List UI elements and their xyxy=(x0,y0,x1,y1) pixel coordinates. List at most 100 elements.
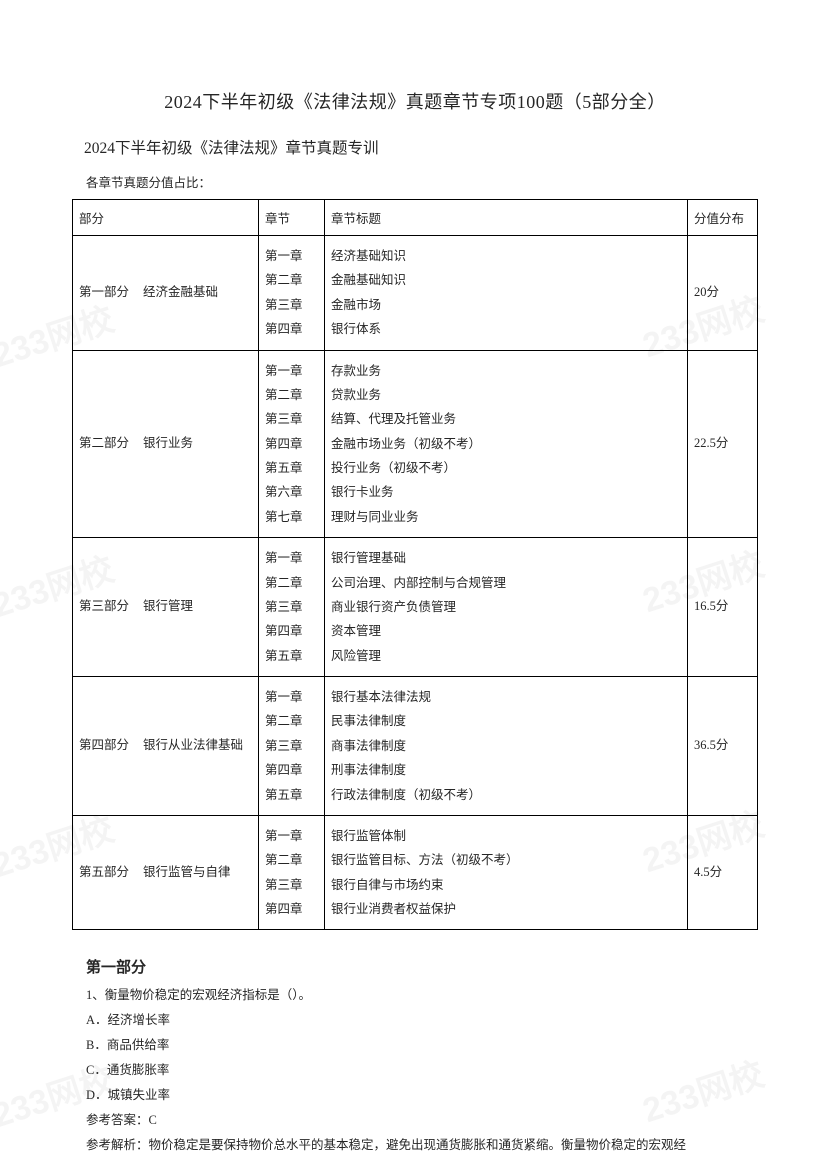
chapter-no: 第一章 xyxy=(265,244,318,268)
chapter-title: 民事法律制度 xyxy=(331,709,681,733)
chapter-no: 第二章 xyxy=(265,848,318,872)
question-stem: 1、衡量物价稳定的宏观经济指标是（）。 xyxy=(86,983,758,1008)
score-cell: 4.5分 xyxy=(688,815,758,930)
chapter-no: 第四章 xyxy=(265,897,318,921)
part-label: 第二部分 xyxy=(79,436,129,450)
topic-cell: 银行管理基础公司治理、内部控制与合规管理商业银行资产负债管理资本管理风险管理 xyxy=(325,538,688,677)
chapter-title: 金融市场业务（初级不考） xyxy=(331,432,681,456)
part-label: 第一部分 xyxy=(79,285,129,299)
chapter-title: 理财与同业业务 xyxy=(331,505,681,529)
score-cell: 20分 xyxy=(688,236,758,351)
chapter-cell: 第一章第二章第三章第四章第五章 xyxy=(259,677,325,816)
option-c: C．通货膨胀率 xyxy=(86,1058,758,1083)
chapter-no: 第六章 xyxy=(265,480,318,504)
chapter-title: 银行管理基础 xyxy=(331,546,681,570)
chapter-title: 行政法律制度（初级不考） xyxy=(331,783,681,807)
part-name: 银行从业法律基础 xyxy=(143,738,243,752)
part-cell: 第二部分银行业务 xyxy=(73,350,259,538)
chapter-title: 银行监管体制 xyxy=(331,824,681,848)
chapter-title: 商业银行资产负债管理 xyxy=(331,595,681,619)
part-name: 经济金融基础 xyxy=(143,285,218,299)
chapter-no: 第七章 xyxy=(265,505,318,529)
chapter-title: 银行业消费者权益保护 xyxy=(331,897,681,921)
part1-heading: 第一部分 xyxy=(86,956,758,977)
topic-cell: 银行基本法律法规民事法律制度商事法律制度刑事法律制度行政法律制度（初级不考） xyxy=(325,677,688,816)
intro-line: 各章节真题分值占比： xyxy=(72,172,758,191)
chapter-no: 第一章 xyxy=(265,685,318,709)
topic-cell: 银行监管体制银行监管目标、方法（初级不考）银行自律与市场约束银行业消费者权益保护 xyxy=(325,815,688,930)
table-row: 第三部分银行管理第一章第二章第三章第四章第五章银行管理基础公司治理、内部控制与合… xyxy=(73,538,758,677)
chapter-cell: 第一章第二章第三章第四章第五章第六章第七章 xyxy=(259,350,325,538)
table-row: 第二部分银行业务第一章第二章第三章第四章第五章第六章第七章存款业务贷款业务结算、… xyxy=(73,350,758,538)
score-cell: 16.5分 xyxy=(688,538,758,677)
chapter-no: 第一章 xyxy=(265,359,318,383)
topic-cell: 存款业务贷款业务结算、代理及托管业务金融市场业务（初级不考）投行业务（初级不考）… xyxy=(325,350,688,538)
score-cell: 36.5分 xyxy=(688,677,758,816)
page-title: 2024下半年初级《法律法规》真题章节专项100题（5部分全） xyxy=(72,88,758,114)
chapter-no: 第三章 xyxy=(265,873,318,897)
option-b: B．商品供给率 xyxy=(86,1033,758,1058)
part-label: 第五部分 xyxy=(79,865,129,879)
part-cell: 第四部分银行从业法律基础 xyxy=(73,677,259,816)
table-row: 第四部分银行从业法律基础第一章第二章第三章第四章第五章银行基本法律法规民事法律制… xyxy=(73,677,758,816)
chapter-title: 刑事法律制度 xyxy=(331,758,681,782)
explanation: 参考解析：物价稳定是要保持物价总水平的基本稳定，避免出现通货膨胀和通货紧缩。衡量… xyxy=(86,1133,758,1158)
table-row: 第五部分银行监管与自律第一章第二章第三章第四章银行监管体制银行监管目标、方法（初… xyxy=(73,815,758,930)
topic-cell: 经济基础知识金融基础知识金融市场银行体系 xyxy=(325,236,688,351)
chapter-title: 投行业务（初级不考） xyxy=(331,456,681,480)
part-name: 银行业务 xyxy=(143,436,193,450)
option-a: A．经济增长率 xyxy=(86,1008,758,1033)
chapter-no: 第三章 xyxy=(265,293,318,317)
part-cell: 第三部分银行管理 xyxy=(73,538,259,677)
part-cell: 第一部分经济金融基础 xyxy=(73,236,259,351)
chapter-title: 银行基本法律法规 xyxy=(331,685,681,709)
chapter-no: 第五章 xyxy=(265,644,318,668)
chapter-title: 金融基础知识 xyxy=(331,268,681,292)
question-1: 1、衡量物价稳定的宏观经济指标是（）。 A．经济增长率 B．商品供给率 C．通货… xyxy=(72,983,758,1158)
chapter-no: 第四章 xyxy=(265,432,318,456)
chapter-title: 银行监管目标、方法（初级不考） xyxy=(331,848,681,872)
sub-title: 2024下半年初级《法律法规》章节真题专训 xyxy=(72,136,758,158)
part-name: 银行监管与自律 xyxy=(143,865,231,879)
chapter-no: 第三章 xyxy=(265,407,318,431)
chapter-no: 第一章 xyxy=(265,824,318,848)
chapter-title: 经济基础知识 xyxy=(331,244,681,268)
syllabus-table: 部分 章节 章节标题 分值分布 第一部分经济金融基础第一章第二章第三章第四章经济… xyxy=(72,199,758,930)
chapter-cell: 第一章第二章第三章第四章 xyxy=(259,236,325,351)
chapter-title: 贷款业务 xyxy=(331,383,681,407)
chapter-no: 第四章 xyxy=(265,619,318,643)
chapter-title: 结算、代理及托管业务 xyxy=(331,407,681,431)
chapter-no: 第二章 xyxy=(265,383,318,407)
chapter-title: 银行卡业务 xyxy=(331,480,681,504)
chapter-title: 风险管理 xyxy=(331,644,681,668)
table-row: 第一部分经济金融基础第一章第二章第三章第四章经济基础知识金融基础知识金融市场银行… xyxy=(73,236,758,351)
chapter-no: 第二章 xyxy=(265,571,318,595)
part-label: 第四部分 xyxy=(79,738,129,752)
table-header-row: 部分 章节 章节标题 分值分布 xyxy=(73,200,758,236)
chapter-no: 第二章 xyxy=(265,709,318,733)
chapter-title: 金融市场 xyxy=(331,293,681,317)
chapter-title: 银行自律与市场约束 xyxy=(331,873,681,897)
part-cell: 第五部分银行监管与自律 xyxy=(73,815,259,930)
chapter-no: 第五章 xyxy=(265,456,318,480)
chapter-title: 银行体系 xyxy=(331,317,681,341)
th-score: 分值分布 xyxy=(688,200,758,236)
chapter-no: 第三章 xyxy=(265,595,318,619)
chapter-no: 第四章 xyxy=(265,317,318,341)
part-label: 第三部分 xyxy=(79,599,129,613)
part-name: 银行管理 xyxy=(143,599,193,613)
th-part: 部分 xyxy=(73,200,259,236)
chapter-no: 第五章 xyxy=(265,783,318,807)
th-chapter: 章节 xyxy=(259,200,325,236)
chapter-no: 第三章 xyxy=(265,734,318,758)
chapter-title: 商事法律制度 xyxy=(331,734,681,758)
chapter-title: 资本管理 xyxy=(331,619,681,643)
th-topic: 章节标题 xyxy=(325,200,688,236)
chapter-title: 公司治理、内部控制与合规管理 xyxy=(331,571,681,595)
chapter-title: 存款业务 xyxy=(331,359,681,383)
chapter-no: 第四章 xyxy=(265,758,318,782)
chapter-cell: 第一章第二章第三章第四章第五章 xyxy=(259,538,325,677)
chapter-no: 第二章 xyxy=(265,268,318,292)
chapter-cell: 第一章第二章第三章第四章 xyxy=(259,815,325,930)
answer-label: 参考答案：C xyxy=(86,1108,758,1133)
